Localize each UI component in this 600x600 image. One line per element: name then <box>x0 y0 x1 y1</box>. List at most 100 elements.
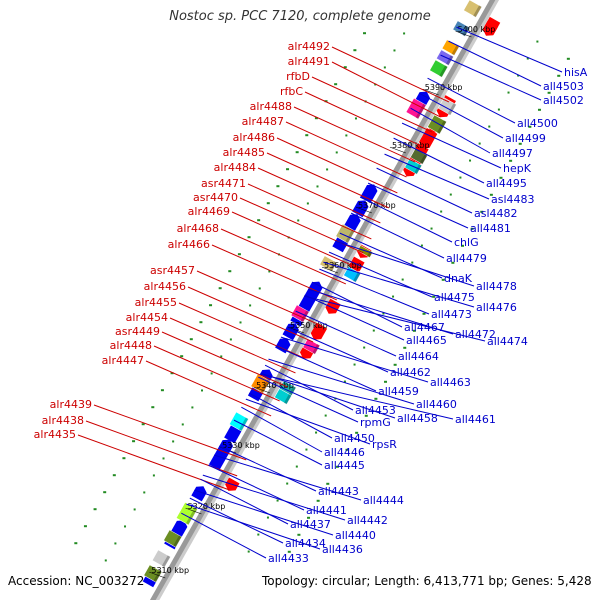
tick-mark <box>422 88 439 96</box>
track-dot <box>411 261 414 264</box>
reverse-leader-line <box>186 503 321 550</box>
reverse-leader-line <box>307 288 454 335</box>
forward-gene-label: alr4485 <box>223 146 265 159</box>
forward-gene-label: asr4471 <box>201 177 246 190</box>
track-dot <box>497 108 500 111</box>
reverse-gene-label: all4441 <box>306 504 347 517</box>
track-dot <box>480 210 484 213</box>
reverse-gene-block <box>429 59 449 78</box>
forward-gene-label: alr4491 <box>288 55 330 68</box>
reverse-leader-line <box>319 268 430 315</box>
track-dot <box>276 499 279 502</box>
reverse-gene-label: all4440 <box>335 529 376 542</box>
map-title: Nostoc sp. PCC 7120, complete genome <box>169 9 431 24</box>
reverse-leader-line <box>258 376 359 423</box>
track-dot <box>460 244 464 247</box>
reverse-gene-label: all4445 <box>324 459 365 472</box>
reverse-gene-label: all4463 <box>430 376 471 389</box>
forward-leader-line <box>304 91 424 148</box>
forward-gene-label: alr4439 <box>50 398 92 411</box>
reverse-leader-line <box>376 167 473 214</box>
reverse-gene-label: all4437 <box>290 518 331 531</box>
reverse-gene-block <box>335 223 356 244</box>
forward-gene-label: alr4466 <box>168 238 210 251</box>
track-dot <box>239 321 242 324</box>
track-dot <box>449 193 452 196</box>
track-dot <box>353 49 357 52</box>
reverse-gene <box>275 338 291 354</box>
track-dot <box>151 406 155 409</box>
reverse-leader-line <box>245 398 371 445</box>
forward-gene-label: alr4438 <box>42 414 84 427</box>
track-dot <box>499 176 503 179</box>
tick-mark <box>287 326 305 334</box>
track-dot <box>316 185 319 188</box>
tick-label: 5390 kbp <box>425 83 463 92</box>
reverse-gene-label: all4461 <box>455 413 496 426</box>
track-dot <box>314 117 318 120</box>
reverse-gene-label: all4472 <box>455 328 496 341</box>
track-dot <box>345 134 348 137</box>
reverse-leader-line <box>200 478 289 525</box>
reverse-gene-label: all4474 <box>487 335 528 348</box>
track-dot <box>393 363 397 366</box>
forward-leader-line <box>178 302 305 359</box>
backbone-shadow <box>152 0 500 600</box>
track-dot <box>286 482 289 485</box>
track-dot <box>124 525 127 528</box>
reverse-leader-line <box>202 474 346 521</box>
track-dot <box>191 406 194 409</box>
reverse-leader-line <box>401 122 502 169</box>
reverse-leader-line <box>359 196 453 243</box>
track-dot <box>286 168 290 171</box>
track-dot <box>247 550 250 553</box>
tick-label: 5380 kbp <box>392 141 430 150</box>
reverse-gene-label: all4444 <box>363 494 404 507</box>
track-dot <box>518 142 522 145</box>
genome-backbone <box>149 0 496 600</box>
forward-gene-label: alr4486 <box>233 131 275 144</box>
track-dot <box>199 321 203 324</box>
forward-leader-line <box>276 137 398 194</box>
reverse-leader-line <box>264 364 354 411</box>
forward-leader-line <box>187 286 314 343</box>
forward-leader-line <box>266 152 390 209</box>
reverse-gene-label: all4433 <box>268 552 309 565</box>
track-dot <box>170 372 174 375</box>
track-dot <box>160 389 164 392</box>
reverse-leader-line <box>335 240 475 287</box>
reverse-gene <box>224 428 240 444</box>
reverse-gene-block <box>151 549 171 568</box>
track-dot <box>459 176 462 179</box>
reverse-gene-label: all4499 <box>505 132 546 145</box>
forward-gene-label: alr4454 <box>126 311 168 324</box>
reverse-gene-label: all4446 <box>324 446 365 459</box>
reverse-gene-label: hisA <box>564 66 588 79</box>
reverse-gene-label: all4464 <box>398 350 439 363</box>
tick-label: 5400 kbp <box>458 25 496 34</box>
track-dot <box>343 66 347 69</box>
reverse-leader-line <box>214 454 362 501</box>
track-dot <box>384 380 388 383</box>
reverse-leader-line <box>418 92 504 139</box>
track-dot <box>403 32 406 35</box>
reverse-gene-label: all4500 <box>517 117 558 130</box>
track-dot <box>432 295 436 298</box>
reverse-gene-label: all4459 <box>378 385 419 398</box>
track-dot <box>478 142 481 145</box>
tick-label: 5340 kbp <box>256 381 294 390</box>
reverse-gene-label: asl4483 <box>491 193 535 206</box>
forward-leader-line <box>331 46 450 103</box>
track-dot <box>364 414 368 417</box>
track-dot <box>334 83 338 86</box>
reverse-leader-line <box>259 373 454 420</box>
reverse-gene-label: all4479 <box>446 252 487 265</box>
track-dot <box>189 338 193 341</box>
forward-gene-label: asr4449 <box>115 325 160 338</box>
track-dot <box>132 440 136 443</box>
forward-gene <box>310 322 328 340</box>
forward-gene-label: alr4492 <box>288 40 330 53</box>
track-dot <box>297 533 301 536</box>
forward-gene <box>482 20 499 36</box>
reverse-leader-line <box>304 294 405 341</box>
